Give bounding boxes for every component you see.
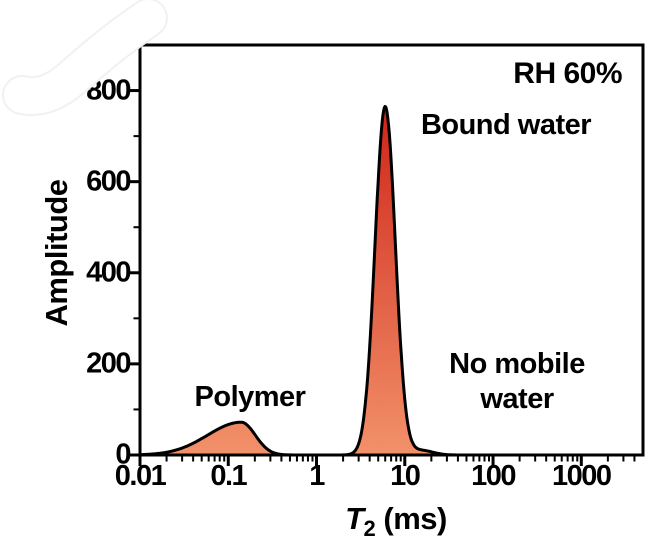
corner-swoosh-decoration xyxy=(2,0,168,116)
x-axis-variable: T xyxy=(345,501,364,536)
rh-condition-label: RH 60% xyxy=(513,57,622,90)
x-tick-label: 10 xyxy=(390,460,421,492)
y-tick-label: 0 xyxy=(115,438,131,471)
x-tick-label: 0.1 xyxy=(210,460,247,492)
y-tick-label: 200 xyxy=(86,347,131,380)
x-tick-label: 0.01 xyxy=(114,460,167,492)
y-tick-label: 400 xyxy=(86,256,131,289)
y-axis-title: Amplitude xyxy=(39,179,74,327)
x-tick-label: 1 xyxy=(309,460,325,492)
x-axis-unit: (ms) xyxy=(375,501,447,536)
no-mobile-water-label: No mobile water xyxy=(449,347,585,417)
x-tick-label: 1000 xyxy=(552,460,612,492)
x-tick-label: 100 xyxy=(471,460,516,492)
y-tick-label: 600 xyxy=(86,165,131,198)
x-axis-subscript: 2 xyxy=(363,516,376,542)
polymer-peak-label: Polymer xyxy=(194,381,306,413)
x-axis-title: T2 (ms) xyxy=(345,501,447,540)
bound-water-peak-label: Bound water xyxy=(420,109,592,141)
no-mobile-water-line2: water xyxy=(480,383,554,415)
no-mobile-water-line1: No mobile xyxy=(449,348,585,380)
